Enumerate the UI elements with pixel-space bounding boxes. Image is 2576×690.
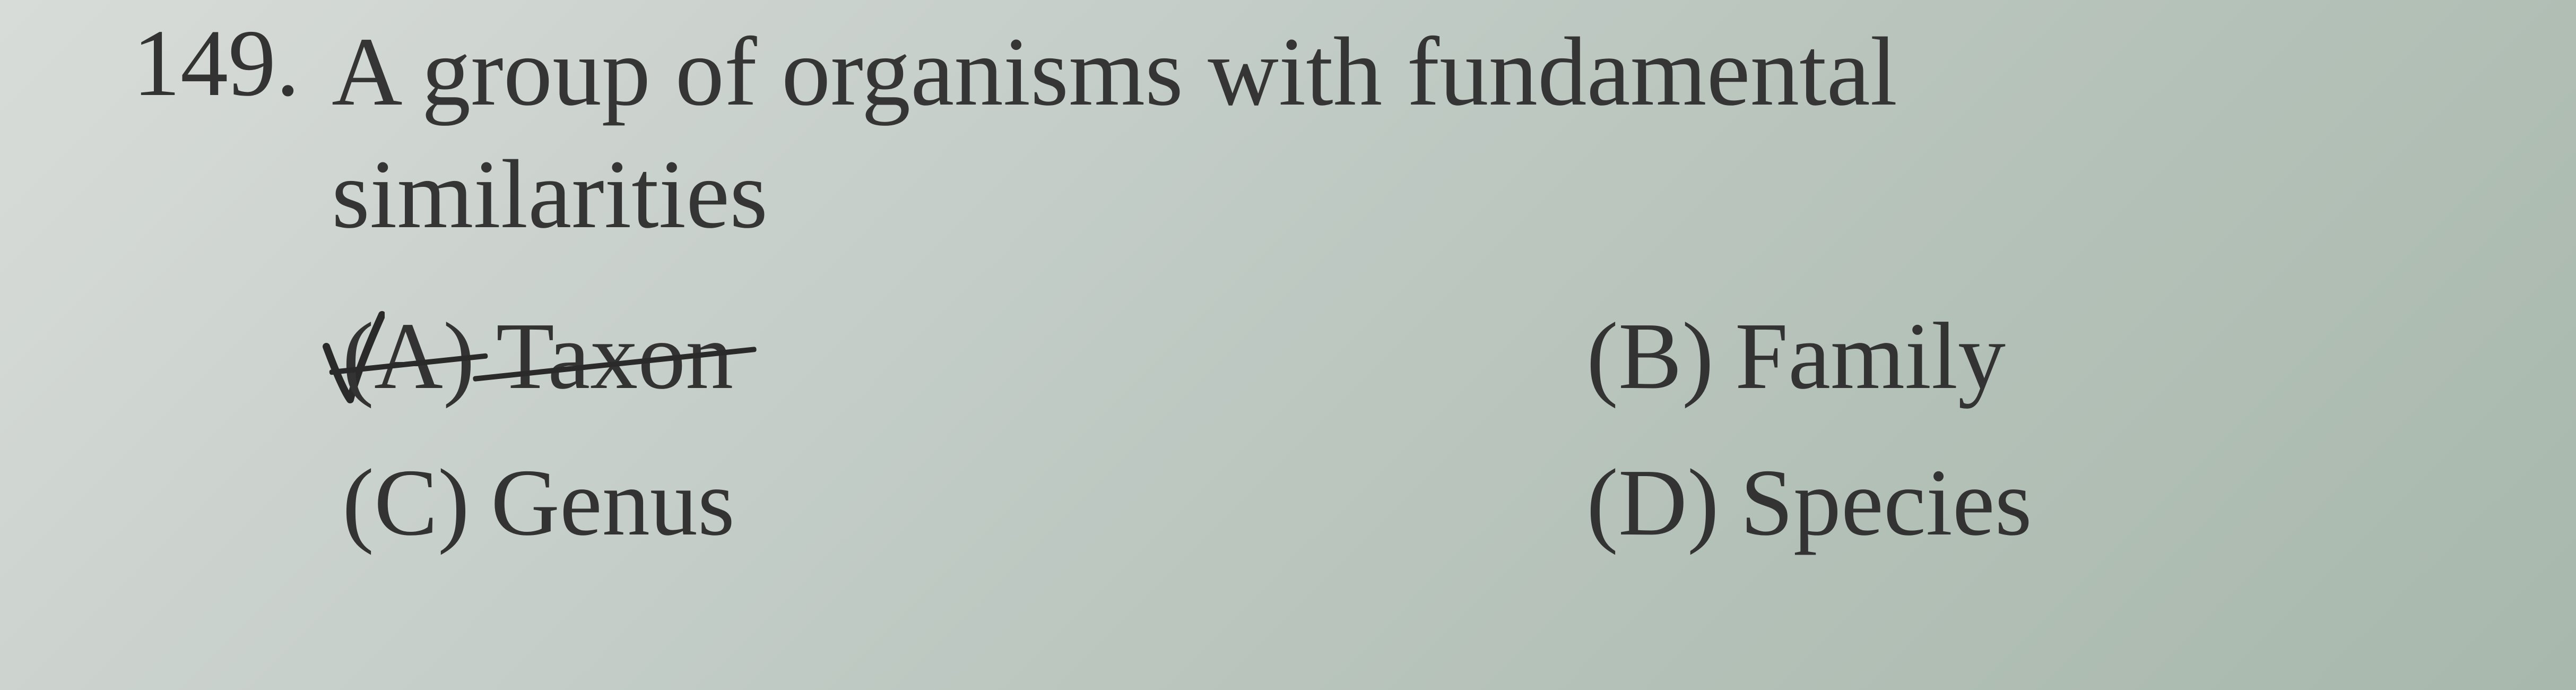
option-b: (B) Family (1586, 299, 2512, 413)
exam-page: 149. A group of organisms with fundament… (0, 0, 2576, 690)
option-c-text: Genus (491, 445, 735, 560)
option-d: (D) Species (1586, 445, 2512, 560)
option-a: (A) Taxon (342, 299, 1268, 413)
option-b-label: (B) (1586, 299, 1714, 413)
question-text-line2: similarities (332, 140, 768, 249)
options-grid: (A) Taxon (B) Family (C) Genus (D) Speci… (332, 299, 2512, 560)
question-row: 149. A group of organisms with fundament… (133, 11, 2512, 560)
question-number: 149. (133, 11, 300, 116)
option-a-text: Taxon (496, 299, 733, 413)
option-a-label: (A) (342, 299, 475, 413)
option-c: (C) Genus (342, 445, 1268, 560)
option-d-text: Species (1740, 445, 2032, 560)
option-d-label: (D) (1586, 445, 1719, 560)
option-b-text: Family (1735, 299, 2006, 413)
question-body: A group of organisms with fundamental si… (332, 11, 2512, 560)
question-text-line1: A group of organisms with fundamental (332, 18, 1897, 126)
question-text: A group of organisms with fundamental si… (332, 11, 2512, 256)
option-c-label: (C) (342, 445, 470, 560)
